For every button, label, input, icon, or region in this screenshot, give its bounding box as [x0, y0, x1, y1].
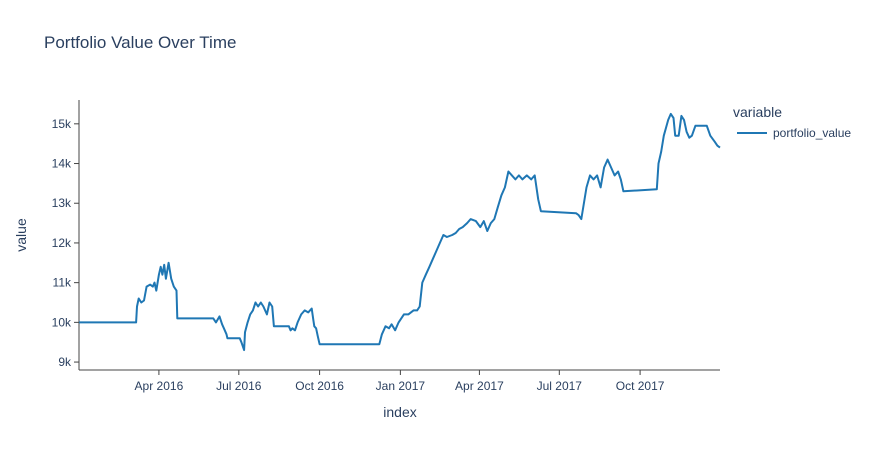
- axes: 9k 10k 11k 12k 13k 14k 15k Apr 2016 Jul 2016 Oct …: [52, 100, 720, 393]
- y-tick-label: 10k: [52, 315, 72, 329]
- y-tick-label: 9k: [58, 355, 72, 369]
- chart-title: Portfolio Value Over Time: [44, 33, 237, 52]
- y-tick-label: 14k: [52, 157, 72, 171]
- y-tick-label: 15k: [52, 117, 72, 131]
- series-layer: [79, 112, 721, 352]
- legend-label: portfolio_value: [773, 126, 852, 140]
- y-tick-label: 11k: [53, 276, 72, 290]
- legend-swatch: [737, 132, 767, 134]
- x-tick-label: Oct 2017: [616, 379, 665, 393]
- legend-item-portfolio-value[interactable]: portfolio_value: [733, 126, 851, 140]
- x-tick-label: Oct 2016: [295, 379, 344, 393]
- legend: variable portfolio_value: [733, 104, 851, 140]
- y-tick-label: 12k: [52, 236, 72, 250]
- y-axis-label: value: [13, 218, 29, 252]
- y-tick-label: 13k: [52, 196, 72, 210]
- x-axis-label: index: [383, 404, 416, 420]
- x-tick-label: Jul 2017: [537, 379, 583, 393]
- x-tick-label: Apr 2017: [455, 379, 504, 393]
- series-line-portfolio-value[interactable]: [79, 112, 721, 352]
- x-tick-label: Jan 2017: [376, 379, 426, 393]
- legend-title: variable: [733, 104, 783, 120]
- x-tick-label: Apr 2016: [135, 379, 184, 393]
- x-tick-label: Jul 2016: [216, 379, 262, 393]
